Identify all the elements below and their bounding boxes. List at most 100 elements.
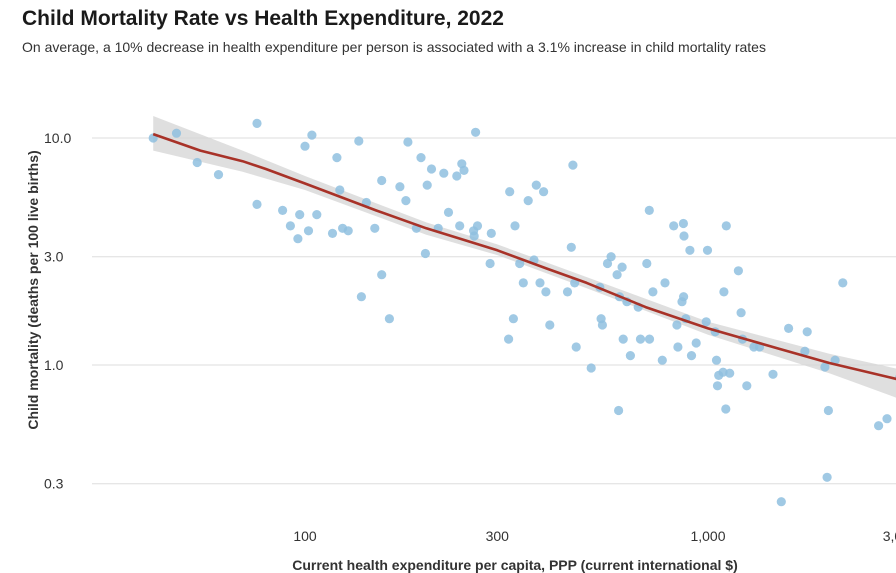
x-tick-label: 300 — [486, 528, 510, 544]
scatter-point — [635, 334, 646, 344]
scatter-point — [403, 137, 413, 147]
scatter-point — [171, 128, 182, 138]
scatter-point — [472, 221, 483, 231]
scatter-point — [736, 308, 746, 318]
scatter-point — [471, 127, 481, 137]
scatter-point — [602, 258, 613, 269]
scatter-point — [768, 369, 778, 379]
scatter-point — [702, 245, 713, 255]
scatter-point — [612, 270, 622, 280]
scatter-point — [327, 228, 338, 238]
scatter-point — [510, 221, 520, 231]
scatter-point — [802, 327, 812, 337]
scatter-point — [566, 242, 576, 252]
scatter-point — [252, 118, 262, 128]
scatter-point — [568, 160, 578, 170]
scatter-point — [508, 314, 518, 324]
scatter-point — [416, 153, 426, 163]
scatter-point — [618, 334, 628, 344]
scatter-point — [343, 226, 353, 236]
scatter-point — [644, 334, 655, 344]
scatter-point — [672, 320, 682, 330]
scatter-point — [800, 346, 810, 356]
scatter-point — [307, 130, 317, 140]
scatter-point — [523, 196, 533, 206]
scatter-point — [192, 157, 202, 168]
scatter-point — [426, 164, 437, 174]
chart-subtitle: On average, a 10% decrease in health exp… — [22, 39, 766, 55]
scatter-point — [485, 258, 495, 269]
gridlines — [92, 137, 896, 485]
scatter-point — [541, 287, 551, 297]
scatter-point — [606, 252, 616, 262]
scatter-point — [679, 292, 689, 302]
chart-title: Child Mortality Rate vs Health Expenditu… — [22, 7, 504, 30]
x-tick-label: 3,000 — [883, 528, 896, 544]
scatter-point — [443, 207, 454, 217]
scatter-point — [642, 258, 652, 269]
scatter-point — [586, 363, 596, 373]
scatter-point — [278, 205, 288, 215]
tick-labels: 10.0 3.0 1.0 0.3 100 300 1,000 3,000 — [44, 130, 896, 544]
scatter-point — [823, 405, 834, 416]
scatter-point — [459, 165, 469, 175]
scatter-point — [776, 497, 786, 507]
scatter-point — [515, 258, 525, 269]
scatter-point — [644, 205, 654, 215]
scatter-point — [669, 221, 679, 231]
scatter-point — [648, 287, 658, 297]
scatter-point — [657, 355, 667, 365]
scatter-point — [505, 187, 515, 197]
trend-line — [152, 132, 896, 381]
x-tick-label: 100 — [293, 528, 317, 544]
scatter-point — [625, 351, 636, 361]
scatter-point — [422, 180, 432, 190]
scatter-point — [820, 362, 830, 372]
scatter-point — [597, 320, 608, 330]
confidence-band — [153, 116, 896, 398]
scatter-point — [395, 182, 405, 192]
scatter-point — [535, 278, 545, 288]
scatter-point — [285, 221, 295, 231]
scatter-point — [293, 234, 303, 244]
scatter-point — [721, 221, 731, 231]
scatter-point — [370, 223, 380, 233]
scatter-point — [354, 136, 364, 146]
scatter-point — [539, 187, 549, 197]
scatter-point — [874, 421, 884, 431]
scatter-point — [384, 314, 394, 324]
scatter-point — [679, 231, 689, 241]
scatter-point — [504, 334, 514, 344]
y-axis-title: Child mortality (deaths per 100 live bir… — [25, 150, 41, 429]
scatter-point — [469, 231, 479, 241]
scatter-point — [300, 141, 310, 151]
scatter-point — [742, 381, 752, 391]
scatter-point — [420, 248, 430, 259]
scatter-point — [701, 317, 711, 327]
y-tick-label: 10.0 — [44, 130, 71, 146]
scatter-point — [725, 368, 735, 378]
scatter-point — [518, 278, 528, 288]
scatter-point — [562, 287, 573, 297]
scatter-point — [673, 342, 683, 352]
scatter-point — [486, 228, 496, 238]
scatter-point — [882, 414, 892, 424]
scatter-point — [571, 342, 581, 352]
scatter-point — [822, 472, 832, 482]
scatter-point — [439, 168, 449, 178]
y-tick-label: 0.3 — [44, 476, 64, 492]
scatter-point — [617, 262, 627, 272]
scatter-point — [838, 278, 848, 288]
scatter-point — [545, 320, 555, 330]
confidence-band-area — [153, 116, 896, 398]
x-axis-title: Current health expenditure per capita, P… — [292, 557, 738, 573]
scatter-point — [712, 381, 723, 391]
scatter-point — [685, 245, 695, 255]
scatter-point — [721, 404, 731, 414]
scatter-point — [719, 287, 729, 297]
scatter-point — [691, 338, 701, 348]
trend-line-group — [152, 132, 896, 381]
scatter-point — [312, 210, 322, 220]
scatter-point — [660, 278, 670, 288]
